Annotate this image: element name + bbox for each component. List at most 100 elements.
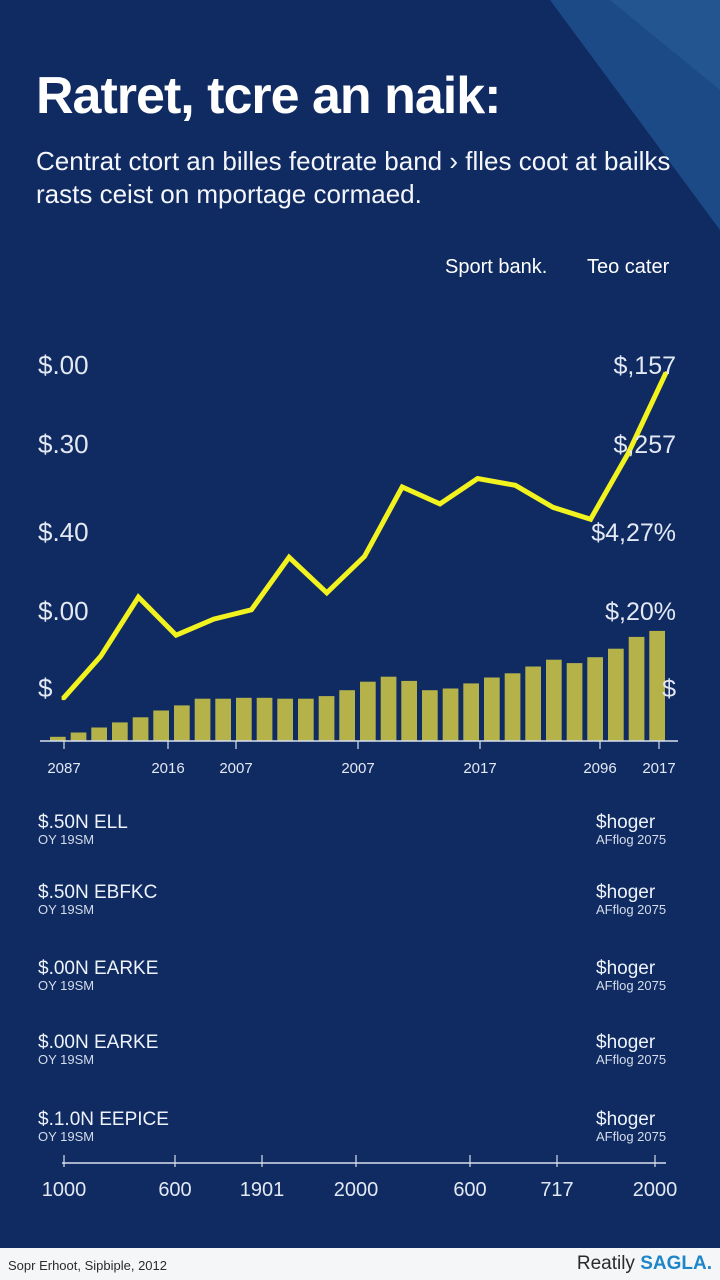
y-tick-left: $.30 — [38, 429, 89, 459]
summary-row-right-sub: AFflog 2075 — [596, 1052, 667, 1067]
summary-row-right-sub: AFflog 2075 — [596, 832, 667, 847]
bar — [587, 657, 603, 741]
chart-axes: $.00 $.30 $.40 $.00 $ $,157 $,257 $4,27% $,20% $2… — [38, 350, 678, 1201]
bar — [194, 698, 211, 741]
line-point — [61, 697, 65, 701]
bar — [401, 680, 417, 741]
x-tick-label: 2017 — [463, 760, 496, 777]
y-tick-right: $,157 — [613, 352, 676, 380]
summary-row-right-label: $hoger — [596, 812, 656, 833]
bar — [360, 681, 376, 741]
bar — [628, 636, 645, 741]
footer-brand: Reatily SAGLA. — [577, 1253, 712, 1275]
summary-row-left: $.50N EBFKC OY 19SM — [38, 882, 157, 917]
legend-item-bars: Sport bank. — [445, 256, 548, 278]
bar — [504, 673, 521, 741]
line-point — [174, 633, 178, 637]
summary-row-left: $.50N ELL OY 19SM — [38, 812, 128, 847]
summary-row-right: $hoger AFflog 2075 — [596, 882, 666, 917]
y-tick-right: $,257 — [613, 431, 676, 459]
bar — [339, 690, 355, 741]
summary-row-right-label: $hoger — [596, 1109, 656, 1130]
legend-item-line: Teo cater — [587, 256, 670, 278]
footer-brand-prefix: Reatily — [576, 1253, 635, 1274]
page-subtitle: Centrat ctort an billes feotrate band › … — [36, 146, 671, 209]
bottom-tick-label: 717 — [540, 1179, 573, 1201]
bottom-tick-label: 2000 — [334, 1179, 379, 1201]
bar — [442, 688, 459, 741]
y-tick-right: $4,27% — [591, 519, 676, 547]
bottom-tick-label: 2000 — [633, 1179, 678, 1201]
bottom-tick-label: 1901 — [240, 1179, 285, 1201]
line-point — [400, 485, 404, 489]
summary-row-label: $.50N ELL — [38, 812, 128, 833]
line-point — [626, 451, 630, 455]
bar — [132, 717, 149, 741]
line-point — [438, 502, 442, 506]
corner-accent-light — [610, 0, 720, 90]
bar — [91, 727, 107, 741]
line-point — [363, 554, 366, 558]
x-tick-label: 2087 — [47, 760, 80, 777]
line-point — [476, 477, 480, 480]
bar — [608, 648, 624, 741]
summary-row-sub: OY 19SM — [38, 902, 95, 917]
bar — [256, 697, 273, 741]
summary-row-right-label: $hoger — [596, 1032, 656, 1053]
line-point — [212, 617, 216, 621]
line-point — [589, 517, 593, 521]
line-point — [551, 505, 555, 509]
line-point — [249, 608, 253, 612]
x-tick-label: 2016 — [151, 760, 184, 777]
bar-series — [50, 630, 665, 741]
summary-row-sub: OY 19SM — [38, 978, 95, 993]
bar — [50, 736, 66, 741]
bottom-tick-label: 600 — [158, 1179, 191, 1201]
bar — [174, 705, 190, 741]
summary-row-right-sub: AFflog 2075 — [596, 978, 667, 993]
summary-row-right-sub: AFflog 2075 — [596, 902, 667, 917]
summary-row-label: $.00N EARKE — [38, 1032, 159, 1053]
summary-row-left: $.00N EARKE OY 19SM — [38, 1032, 158, 1067]
summary-row-right: $hoger AFflog 2075 — [596, 812, 666, 847]
bottom-tick-label: 600 — [453, 1179, 486, 1201]
summary-row-left: $.00N EARKE OY 19SM — [38, 958, 158, 993]
bar — [277, 698, 293, 741]
summary-row-sub: OY 19SM — [38, 832, 95, 847]
bar — [215, 698, 231, 741]
summary-row-sub: OY 19SM — [38, 1129, 95, 1144]
summary-row-right: $hoger AFflog 2075 — [596, 958, 666, 993]
bar — [484, 677, 500, 741]
line-point — [99, 654, 103, 658]
bar — [546, 659, 562, 741]
bar — [298, 698, 314, 741]
line-point — [513, 483, 517, 487]
bar — [70, 732, 87, 741]
footer-source: Sopr Erhoot, Sipbiple, 2012 — [8, 1258, 167, 1273]
summary-row-right: $hoger AFflog 2075 — [596, 1032, 666, 1067]
summary-row-label: $.00N EARKE — [38, 958, 159, 979]
bar — [112, 722, 128, 741]
y-tick-left: $.40 — [38, 517, 89, 547]
line-point — [325, 591, 329, 595]
y-tick-left: $.00 — [38, 350, 89, 380]
line-series — [61, 371, 669, 701]
y-tick-left: $ — [38, 673, 53, 703]
bar — [380, 676, 397, 741]
line-point — [136, 595, 140, 599]
bar — [463, 683, 479, 741]
line-point — [664, 371, 668, 375]
x-tick-label: 2096 — [583, 760, 616, 777]
footer: Sopr Erhoot, Sipbiple, 2012 Reatily SAGL… — [0, 1248, 720, 1280]
line-point — [287, 555, 291, 559]
bottom-tick-label: 1000 — [42, 1179, 87, 1201]
bar — [153, 710, 169, 741]
x-tick-label: 2007 — [219, 760, 252, 777]
bar — [566, 663, 583, 741]
x-tick-label: 2007 — [341, 760, 374, 777]
y-tick-right: $ — [662, 675, 676, 703]
chart: $.00 $.30 $.40 $.00 $ $,157 $,257 $4,27% $,20% $2… — [38, 350, 678, 1201]
bar — [649, 630, 665, 741]
summary-row-left: $.1.0N EEPICE OY 19SM — [38, 1109, 169, 1144]
summary-row-label: $.1.0N EEPICE — [38, 1109, 169, 1130]
